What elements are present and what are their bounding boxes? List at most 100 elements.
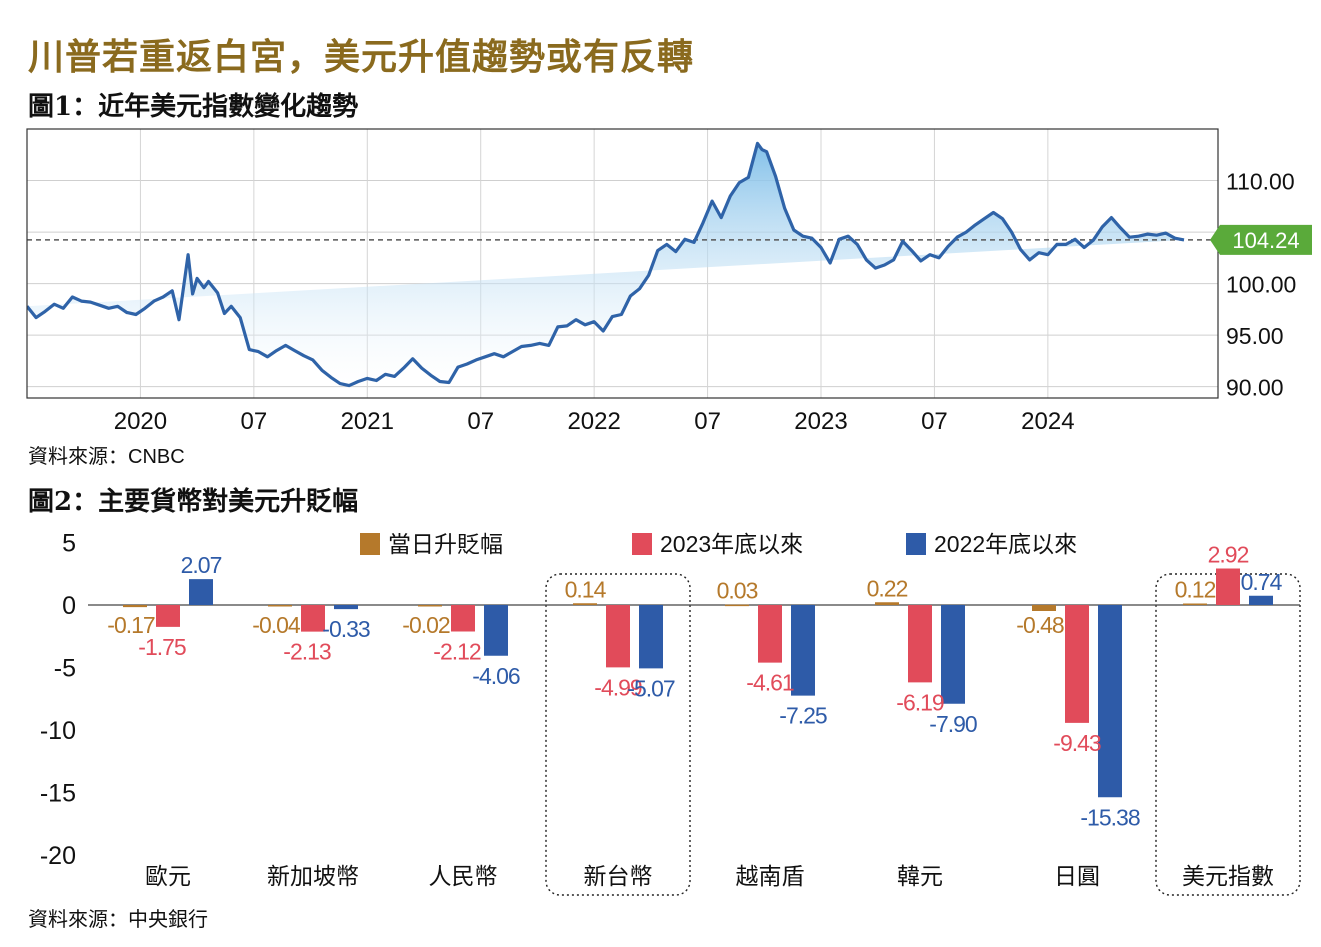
- x-tick-label: 2024: [1021, 408, 1074, 435]
- data-label: -0.33: [322, 616, 370, 642]
- x-tick-label: 07: [694, 408, 721, 435]
- data-label: 0.22: [867, 575, 908, 601]
- bar: [156, 605, 180, 627]
- y-tick-label: -15: [40, 780, 76, 808]
- chart1-area-fill: [27, 143, 1184, 386]
- bar: [908, 605, 932, 683]
- bar: [334, 605, 358, 610]
- figure2-source: 資料來源：中央銀行: [28, 909, 208, 931]
- y-tick-label: 90.00: [1226, 375, 1284, 401]
- category-label: 歐元: [145, 863, 191, 889]
- legend-swatch: [906, 533, 926, 555]
- bar: [189, 579, 213, 605]
- bar: [791, 605, 815, 696]
- highlight-boxes: [545, 573, 1301, 896]
- bar: [875, 602, 899, 605]
- bar: [639, 605, 663, 669]
- category-label: 新加坡幣: [267, 863, 359, 889]
- category-label: 新台幣: [584, 863, 653, 889]
- legend-swatch: [360, 533, 380, 555]
- bar: [268, 605, 292, 607]
- data-label: -5.07: [627, 675, 675, 701]
- x-tick-label: 07: [921, 408, 948, 435]
- bar: [301, 605, 325, 632]
- chart1-gridlines: [27, 129, 1218, 398]
- bar: [1065, 605, 1089, 723]
- chart1-series-line: [27, 141, 1185, 388]
- chart2-category-labels: 歐元 新加坡幣 人民幣 新台幣 越南盾 韓元 日圓 美元指數: [145, 863, 1274, 889]
- x-tick-label: 2021: [341, 408, 394, 435]
- category-label: 日圓: [1054, 863, 1100, 889]
- data-label: -0.48: [1016, 612, 1064, 638]
- data-label: 2.92: [1208, 542, 1249, 568]
- y-tick-label: 5: [62, 530, 76, 558]
- data-label: 0.03: [717, 578, 758, 604]
- category-label: 越南盾: [736, 863, 805, 889]
- y-tick-label: -20: [40, 842, 76, 870]
- data-label: -9.43: [1053, 730, 1101, 756]
- y-tick-label: -5: [54, 655, 76, 683]
- main-title: 川普若重返白宮，美元升值趨勢或有反轉: [28, 36, 695, 78]
- bar: [123, 605, 147, 608]
- bar: [758, 605, 782, 663]
- bar: [606, 605, 630, 668]
- bar: [451, 605, 475, 632]
- bar: [484, 605, 508, 656]
- bar: [725, 604, 749, 607]
- data-label: 0.74: [1241, 569, 1283, 595]
- data-label: -7.90: [929, 711, 977, 737]
- data-label: -4.99: [594, 674, 642, 700]
- data-label: -4.61: [746, 670, 794, 696]
- data-label: -4.06: [472, 663, 520, 689]
- current-value-badge-shape: [1210, 224, 1312, 255]
- data-label: -0.04: [252, 612, 301, 638]
- bar: [1098, 605, 1122, 798]
- figure1-title: 圖1：近年美元指數變化趨勢: [28, 92, 359, 122]
- legend-label: 2023年底以來: [660, 531, 803, 557]
- x-tick-label: 07: [467, 408, 494, 435]
- data-label: -2.13: [283, 639, 331, 665]
- chart2-y-axis: 5 0 -5 -10 -15 -20: [40, 530, 76, 871]
- current-value-badge: 104.24: [1210, 224, 1312, 255]
- legend-label: 當日升貶幅: [388, 531, 503, 557]
- bar: [1216, 568, 1240, 605]
- chart2-bars: [123, 568, 1273, 798]
- y-tick-label: 110.00: [1226, 169, 1295, 195]
- figure2-title: 圖2：主要貨幣對美元升貶幅: [28, 487, 359, 517]
- bar: [1032, 605, 1056, 611]
- data-label: 0.14: [565, 576, 607, 602]
- y-tick-label: 95.00: [1226, 323, 1284, 349]
- chart1-plot-border: [26, 128, 1219, 399]
- highlight-box: [1155, 573, 1301, 896]
- data-label: 2.07: [181, 552, 222, 578]
- category-label: 美元指數: [1182, 863, 1274, 889]
- category-label: 人民幣: [429, 863, 498, 889]
- current-value-label: 104.24: [1232, 228, 1299, 253]
- chart2-legend: 當日升貶幅 2023年底以來 2022年底以來: [360, 531, 1077, 557]
- data-label: -7.25: [779, 703, 827, 729]
- x-tick-label: 2020: [114, 408, 167, 435]
- figure1-source: 資料來源：CNBC: [28, 446, 185, 468]
- data-label: -0.02: [402, 612, 450, 638]
- x-tick-label: 2023: [794, 408, 847, 435]
- legend-swatch: [632, 533, 652, 555]
- category-label: 韓元: [897, 863, 943, 889]
- data-label: 0.12: [1175, 577, 1216, 603]
- bar: [941, 605, 965, 704]
- bar: [1249, 595, 1273, 605]
- bar: [418, 605, 442, 607]
- data-label: -0.17: [107, 612, 155, 638]
- x-tick-label: 2022: [567, 408, 620, 435]
- x-tick-label: 07: [241, 408, 268, 435]
- data-label: -15.38: [1080, 804, 1139, 830]
- y-tick-label: 0: [62, 592, 76, 620]
- bar: [573, 603, 597, 605]
- data-label: -2.12: [433, 639, 481, 665]
- data-label: -1.75: [138, 634, 186, 660]
- y-tick-label: 100.00: [1226, 272, 1296, 298]
- legend-label: 2022年底以來: [934, 531, 1077, 557]
- data-label: -6.19: [896, 689, 944, 715]
- chart1-x-axis: 2020 07 2021 07 2022 07 2023 07 2024: [114, 408, 1075, 435]
- y-tick-label: -10: [40, 717, 76, 745]
